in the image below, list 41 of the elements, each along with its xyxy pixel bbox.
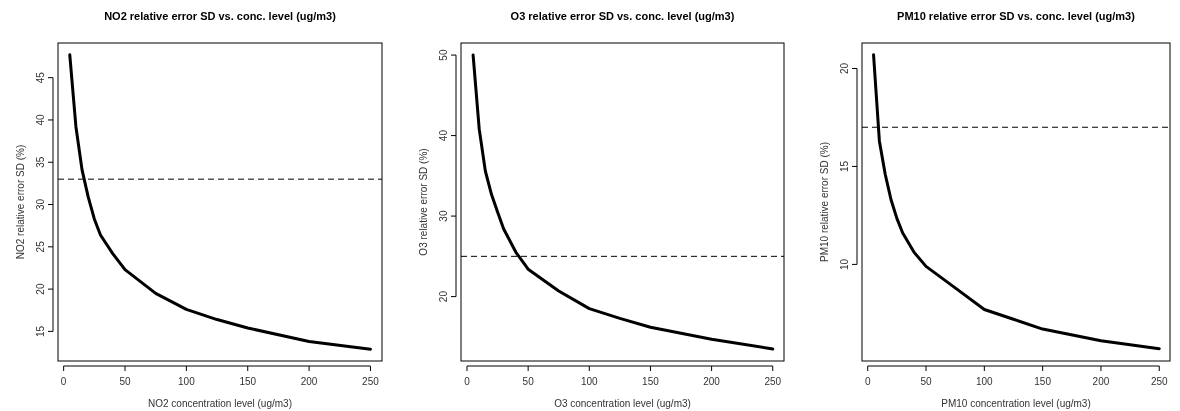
- y-tick-label: 20: [35, 283, 46, 295]
- x-tick-label: 250: [1150, 376, 1169, 387]
- x-axis-title: NO2 concentration level (ug/m3): [148, 398, 292, 409]
- x-tick-label: 200: [703, 376, 721, 387]
- chart-title: PM10 relative error SD vs. conc. level (ug/m3): [897, 10, 1136, 22]
- y-tick-label: 20: [839, 62, 850, 75]
- y-tick-label: 45: [35, 71, 46, 84]
- chart-title: NO2 relative error SD vs. conc. level (ug/m3): [104, 10, 337, 22]
- y-tick-label: 15: [35, 325, 46, 337]
- x-tick-label: 100: [580, 376, 599, 387]
- x-tick-label: 50: [522, 376, 535, 387]
- x-tick-label: 50: [119, 376, 132, 387]
- x-tick-label: 0: [60, 376, 67, 387]
- x-tick-label: 150: [642, 376, 660, 387]
- y-tick-label: 40: [438, 129, 449, 142]
- x-tick-label: 150: [239, 376, 257, 387]
- x-tick-label: 0: [464, 376, 471, 387]
- y-tick-label: 30: [35, 198, 46, 211]
- x-tick-label: 100: [975, 376, 994, 387]
- y-axis-title: NO2 relative error SD (%): [15, 144, 26, 260]
- y-tick-label: 50: [438, 49, 449, 61]
- y-tick-label: 30: [438, 210, 449, 222]
- x-tick-label: 100: [178, 376, 196, 387]
- y-tick-label: 40: [35, 113, 46, 126]
- x-tick-label: 200: [300, 376, 318, 387]
- x-axis-title: PM10 concentration level (ug/m3): [941, 398, 1091, 409]
- y-tick-label: 35: [35, 156, 46, 168]
- x-tick-label: 250: [764, 376, 782, 387]
- x-tick-label: 200: [1092, 376, 1110, 387]
- y-tick-label: 25: [35, 240, 46, 253]
- chart-title: O3 relative error SD vs. conc. level (ug/m3): [510, 10, 735, 22]
- y-tick-label: 10: [839, 258, 850, 270]
- x-tick-label: 50: [920, 376, 933, 387]
- x-axis-title: O3 concentration level (ug/m3): [554, 398, 691, 409]
- y-tick-label: 20: [438, 290, 449, 303]
- x-tick-label: 250: [362, 376, 380, 387]
- x-tick-label: 150: [1034, 376, 1052, 387]
- x-tick-label: 0: [864, 376, 871, 387]
- y-axis-title: O3 relative error SD (%): [418, 148, 429, 256]
- y-axis-title: PM10 relative error SD (%): [819, 141, 830, 263]
- y-tick-label: 15: [839, 160, 850, 172]
